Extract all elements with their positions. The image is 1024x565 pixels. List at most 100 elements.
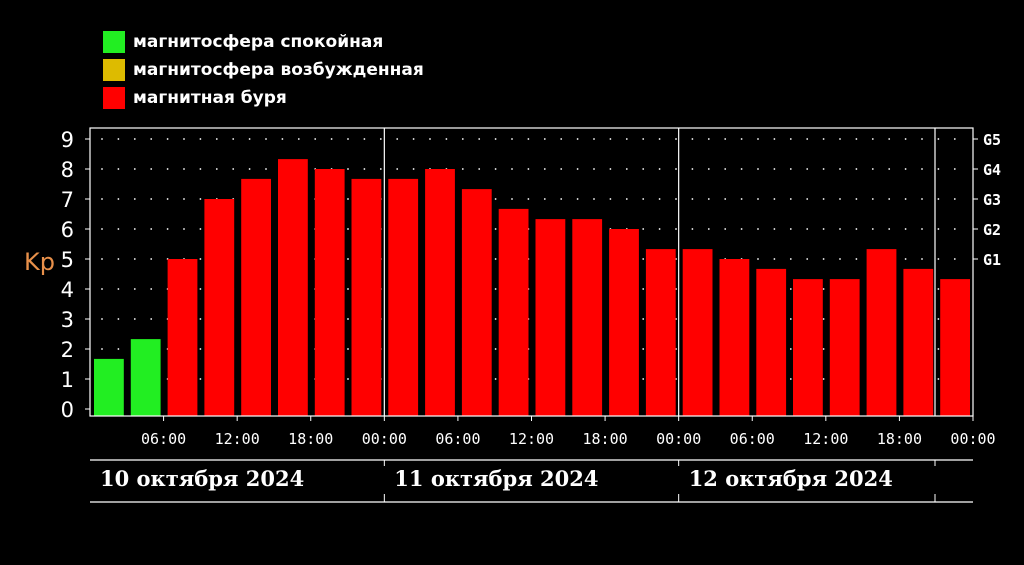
- bar: [903, 268, 934, 416]
- grid-dot: [593, 138, 595, 140]
- grid-dot: [707, 198, 710, 200]
- grid-dot: [117, 228, 120, 230]
- grid-dot: [101, 348, 103, 350]
- x-tick-label: 06:00: [141, 430, 186, 448]
- grid-dot: [199, 198, 202, 200]
- bar: [756, 268, 787, 416]
- grid-dot: [412, 138, 415, 140]
- grid-dot: [379, 138, 382, 140]
- grid-dot: [757, 138, 759, 140]
- grid-dot: [937, 198, 940, 200]
- grid-dot: [133, 198, 136, 200]
- legend-label-excited: магнитосфера возбужденная: [133, 60, 424, 80]
- grid-dot: [921, 228, 923, 230]
- grid-dot: [806, 138, 809, 140]
- grid-dot: [871, 198, 874, 200]
- bars: [94, 159, 970, 416]
- grid-dot: [888, 228, 891, 230]
- y-tick-label: 1: [61, 368, 74, 392]
- grid-dot: [494, 198, 497, 200]
- grid-dot: [150, 168, 153, 170]
- grid-dot: [740, 138, 743, 140]
- grid-dot: [937, 228, 940, 230]
- g-tick-label: G2: [983, 221, 1001, 239]
- x-tick-label: 00:00: [950, 430, 995, 448]
- grid-dot: [412, 168, 415, 170]
- grid-dot: [839, 228, 841, 230]
- grid-dot: [511, 138, 513, 140]
- grid-dot: [281, 138, 284, 140]
- grid-dot: [199, 378, 202, 380]
- grid-dot: [494, 318, 497, 320]
- grid-dot: [789, 138, 792, 140]
- grid-dot: [314, 138, 317, 140]
- grid-dot: [658, 198, 661, 200]
- grid-dot: [642, 288, 645, 290]
- bar: [167, 259, 198, 416]
- grid-dot: [937, 348, 940, 350]
- grid-dot: [921, 138, 923, 140]
- grid-dot: [215, 168, 218, 170]
- grid-dot: [937, 168, 940, 170]
- grid-dot: [494, 378, 497, 380]
- grid-dot: [822, 168, 825, 170]
- grid-dot: [871, 228, 874, 230]
- grid-dot: [822, 318, 825, 320]
- grid-dot: [461, 168, 464, 170]
- grid-dot: [478, 138, 481, 140]
- grid-dot: [199, 318, 202, 320]
- grid-dot: [658, 168, 661, 170]
- grid-dot: [199, 138, 202, 140]
- grid-dot: [133, 288, 136, 290]
- bar: [645, 249, 676, 416]
- grid-dot: [150, 228, 153, 230]
- y-tick-label: 4: [61, 278, 74, 302]
- grid-dot: [658, 228, 661, 230]
- grid-dot: [347, 168, 349, 170]
- grid-dot: [576, 168, 579, 170]
- grid-dot: [527, 138, 530, 140]
- grid-dot: [789, 318, 792, 320]
- grid-dot: [904, 138, 907, 140]
- bar: [388, 178, 419, 416]
- grid-dot: [642, 258, 645, 260]
- grid-dot: [593, 168, 595, 170]
- g-tick-label: G1: [983, 251, 1001, 269]
- grid-dot: [511, 198, 513, 200]
- grid-dot: [822, 378, 825, 380]
- grid-dot: [789, 228, 792, 230]
- legend: магнитосфера спокойная магнитосфера возб…: [103, 28, 424, 112]
- grid-dot: [724, 228, 727, 230]
- grid-dot: [609, 198, 612, 200]
- grid-dot: [166, 228, 169, 230]
- grid-dot: [625, 168, 628, 170]
- grid-dot: [183, 168, 185, 170]
- grid-dot: [576, 138, 579, 140]
- grid-dot: [494, 288, 497, 290]
- grid-dot: [953, 138, 956, 140]
- grid-dot: [642, 228, 645, 230]
- y-tick-label: 6: [61, 218, 74, 242]
- grid-dot: [625, 138, 628, 140]
- grid-dot: [150, 288, 153, 290]
- grid-dot: [347, 348, 349, 350]
- grid-dot: [855, 258, 858, 260]
- x-tick-label: 00:00: [362, 430, 407, 448]
- grid-dot: [543, 168, 546, 170]
- legend-label-quiet: магнитосфера спокойная: [133, 32, 384, 52]
- grid-dot: [511, 168, 513, 170]
- grid-dot: [101, 168, 103, 170]
- grid-dot: [773, 168, 776, 170]
- grid-dot: [101, 288, 103, 290]
- grid-dot: [133, 318, 136, 320]
- grid-dot: [117, 318, 120, 320]
- grid-dot: [822, 138, 825, 140]
- grid-dot: [609, 168, 612, 170]
- grid-dot: [707, 138, 710, 140]
- y-tick-label: 9: [61, 128, 74, 152]
- x-axis: 06:00 12:00 18:00 00:00 06:00 12:00 18:00 00:00…: [141, 416, 996, 448]
- grid-dot: [166, 168, 169, 170]
- g-tick-label: G4: [983, 161, 1001, 179]
- y-tick-label: 2: [61, 338, 74, 362]
